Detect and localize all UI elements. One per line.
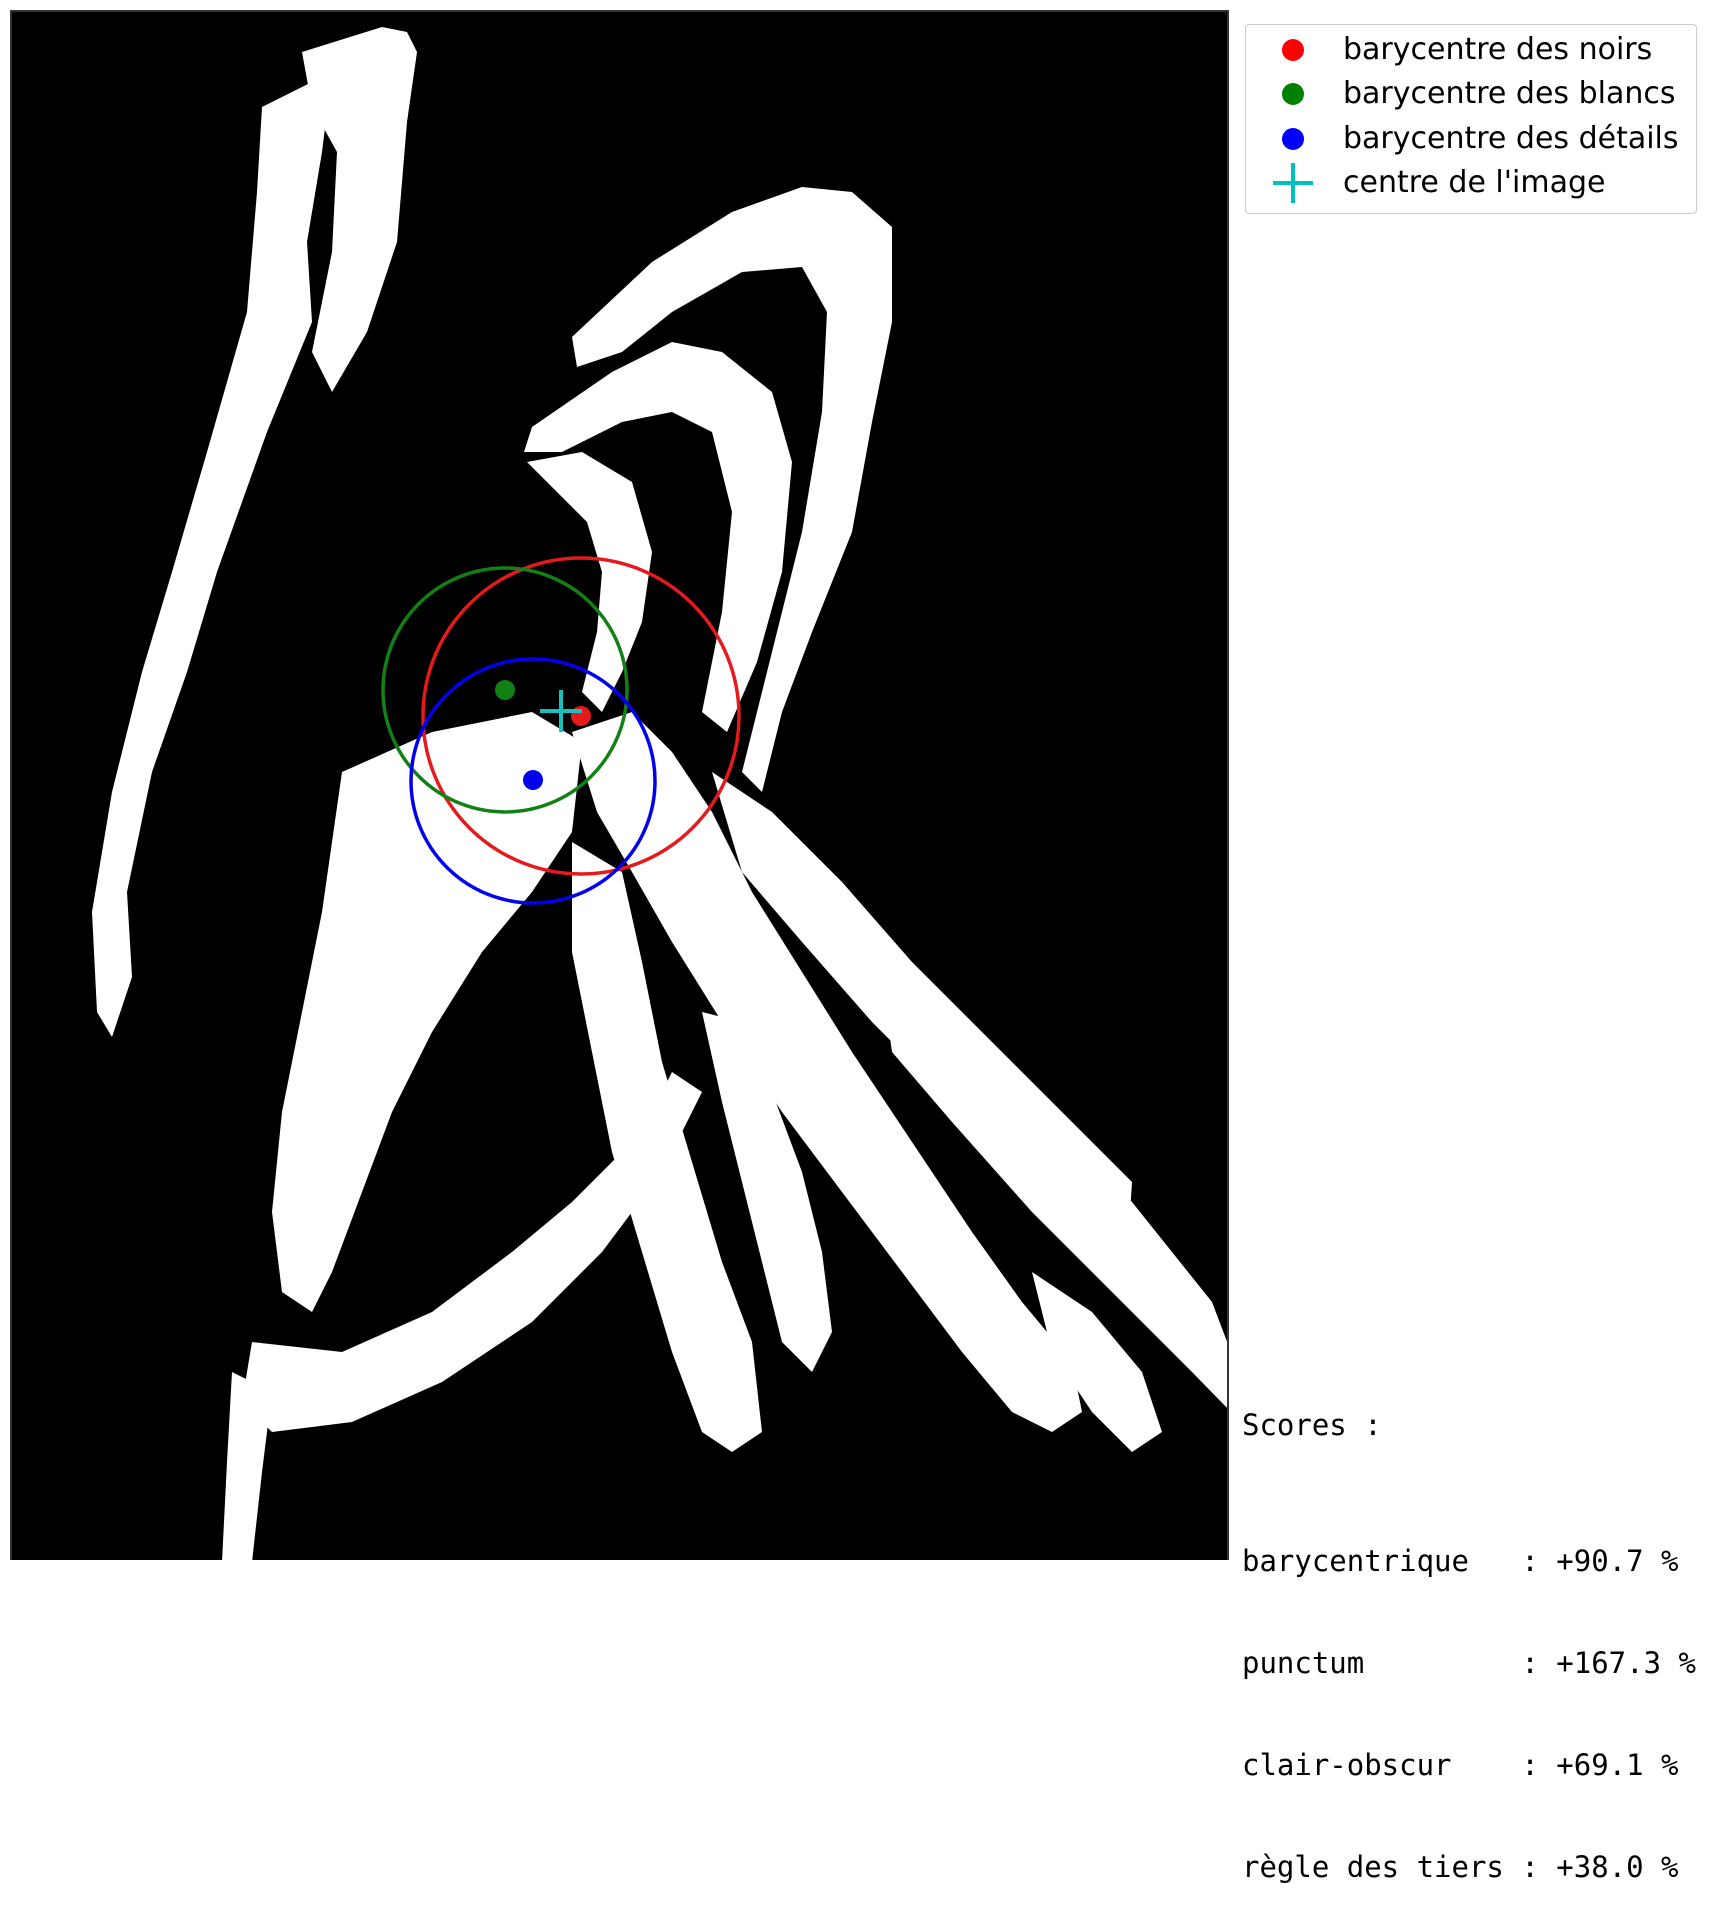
legend-label-details: barycentre des détails bbox=[1343, 121, 1679, 156]
details-circle bbox=[409, 657, 657, 905]
cyan-plus-icon bbox=[1273, 163, 1313, 203]
legend-label-centre: centre de l'image bbox=[1343, 165, 1606, 200]
score-regle-des-tiers: règle des tiers : +38.0 % bbox=[1242, 1850, 1679, 1884]
legend-label-noirs: barycentre des noirs bbox=[1343, 32, 1653, 67]
score-punctum: punctum : +167.3 % bbox=[1242, 1646, 1696, 1680]
legend-item-blancs: barycentre des blancs bbox=[1246, 72, 1696, 116]
score-barycentrique: barycentrique : +90.7 % bbox=[1242, 1544, 1679, 1578]
brush-stroke-arch bbox=[572, 187, 892, 792]
blancs-circle bbox=[381, 566, 629, 814]
brush-stroke-bottom-right bbox=[702, 1012, 832, 1372]
brush-stroke-arch-inner bbox=[524, 342, 792, 732]
scores-title: Scores : bbox=[1242, 1408, 1382, 1442]
brush-stroke-left-top bbox=[302, 27, 417, 392]
legend-item-centre: centre de l'image bbox=[1246, 161, 1696, 205]
noirs-circle bbox=[421, 556, 741, 876]
legend: barycentre des noirs barycentre des blan… bbox=[1245, 24, 1697, 214]
brush-stroke-center bbox=[572, 712, 1082, 1432]
calligraphy-image bbox=[12, 12, 1227, 1560]
blancs-barycentre-dot bbox=[495, 680, 515, 700]
brush-stroke-bottom-center bbox=[572, 842, 762, 1452]
details-barycentre-dot bbox=[523, 770, 543, 790]
legend-label-blancs: barycentre des blancs bbox=[1343, 76, 1676, 111]
brush-strokes bbox=[92, 27, 1227, 1560]
legend-item-details: barycentre des détails bbox=[1246, 117, 1696, 161]
brush-stroke-left bbox=[92, 72, 332, 1037]
overlay-markers bbox=[381, 556, 741, 905]
brush-stroke-bottom-loop bbox=[272, 712, 582, 1312]
brush-stroke-diagonal-far bbox=[882, 982, 1227, 1408]
analysis-image-panel bbox=[10, 10, 1229, 1560]
brush-stroke-low-right bbox=[1032, 1272, 1162, 1452]
legend-item-noirs: barycentre des noirs bbox=[1246, 28, 1696, 72]
blue-dot-icon bbox=[1282, 128, 1304, 150]
green-dot-icon bbox=[1282, 83, 1304, 105]
red-dot-icon bbox=[1282, 39, 1304, 61]
scores-panel: Scores : barycentrique : +90.7 % punctum… bbox=[1242, 1340, 1696, 1918]
brush-stroke-bottom-left bbox=[222, 1372, 272, 1560]
score-clair-obscur: clair-obscur : +69.1 % bbox=[1242, 1748, 1679, 1782]
